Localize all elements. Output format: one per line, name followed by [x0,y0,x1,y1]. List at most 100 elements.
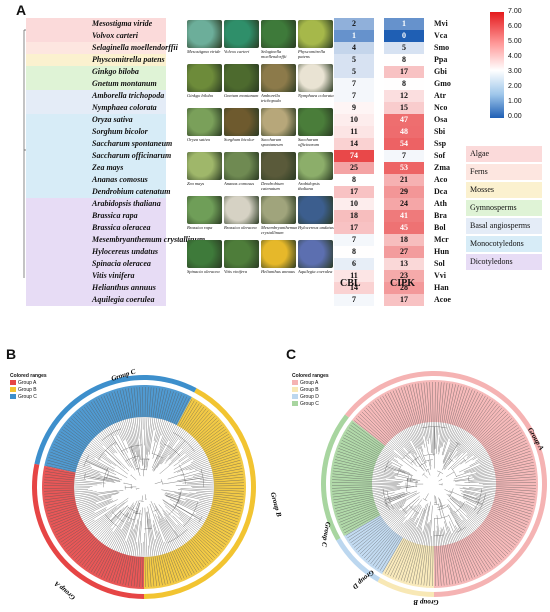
species-name: Dendrobium catenatum [92,187,171,196]
species-photo-caption: Sorghum bicolor [224,137,255,142]
heatmap-cell-cbl: 4 [334,42,374,54]
species-photo [187,152,222,180]
species-abbreviation: Vvi [434,271,446,280]
heatmap-cell-cipk: 17 [384,294,424,306]
species-abbreviation: Sol [434,259,445,268]
species-photo-caption: Nymphaea colorata [298,93,334,98]
group-arc-label: Group C [320,521,332,547]
species-photo [224,196,259,224]
group-arc-label: Group A [52,579,76,601]
species-photo-caption: Brassica rapa [187,225,213,230]
group-legend-item: Mosses [466,182,542,198]
species-photo-caption: Oryza sativa [187,137,210,142]
species-abbreviation: Mcr [434,235,449,244]
heatmap-cell-cipk: 12 [384,90,424,102]
heatmap-cell-cipk: 45 [384,222,424,234]
species-band [26,18,166,30]
species-name: Saccharum spontaneum [92,139,173,148]
heatmap-cell-cipk: 1 [384,18,424,30]
color-scale-tick: 6.00 [508,23,522,30]
heatmap-cell-cipk: 13 [384,258,424,270]
heatmap-cell-cbl: 7 [334,294,374,306]
species-photo-caption: Zea mays [187,181,205,186]
species-photo-caption: Selaginella moellendorffii [261,49,287,59]
heatmap-cell-cbl: 8 [334,246,374,258]
species-name: Spinacia oleracea [92,259,151,268]
colored-range-legend-item: Group A [10,380,36,387]
species-photo-caption: Aquilegia coerulea [298,269,333,274]
heatmap-cell-cbl: 9 [334,102,374,114]
species-name: Ginkgo biloba [92,67,139,76]
species-band [26,30,166,42]
cbl-column-header: CBL [340,278,361,289]
heatmap-cell-cbl: 8 [334,174,374,186]
heatmap-cell-cbl: 5 [334,54,374,66]
heatmap-cell-cipk: 29 [384,186,424,198]
species-band [26,54,166,66]
species-photo-caption: Mesostigma viride [187,49,221,54]
species-name: Mesostigma viride [92,19,153,28]
species-photo [298,152,333,180]
species-abbreviation: Osa [434,115,448,124]
panel-c-legend-title: Colored ranges [292,373,329,379]
heatmap-cell-cbl: 14 [334,138,374,150]
species-photo-caption: Spinacia oleracea [187,269,220,274]
heatmap-cell-cipk: 7 [384,150,424,162]
species-photo [298,240,333,268]
species-photo [261,64,296,92]
species-abbreviation: Ppa [434,55,448,64]
species-band [26,186,166,198]
group-legend-item: Dicotyledons [466,254,542,270]
species-abbreviation: Smo [434,43,450,52]
species-name: Selaginella moellendorffii [92,43,178,52]
color-scale-tick: 5.00 [508,38,522,45]
species-name: Vitis vinifera [92,271,135,280]
heatmap-cell-cipk: 8 [384,54,424,66]
heatmap-cell-cbl: 11 [334,270,374,282]
group-arc-label: Group B [413,598,438,606]
species-photo [224,108,259,136]
species-photo [187,20,222,48]
species-photo-caption: Mesembryanthemum crystallinum [261,225,297,235]
species-abbreviation: Acoe [434,295,451,304]
colored-range-legend-item: Group D [292,394,319,401]
species-band [26,294,166,306]
species-band [26,282,166,294]
species-name: Amborella trichopoda [92,91,165,100]
species-band [26,258,166,270]
heatmap-cell-cipk: 5 [384,42,424,54]
species-abbreviation: Gmo [434,79,451,88]
species-photo [298,196,333,224]
colored-range-legend-item: Group C [292,401,319,408]
species-abbreviation: Ath [434,199,447,208]
species-name: Oryza sativa [92,115,133,124]
species-photo [224,64,259,92]
heatmap-cell-cbl: 74 [334,150,374,162]
species-name: Volvox carteri [92,31,138,40]
heatmap-cell-cbl: 7 [334,234,374,246]
color-scale-bar [490,12,504,118]
species-name: Nymphaea colorata [92,103,157,112]
species-photo [298,108,333,136]
species-band [26,210,166,222]
species-abbreviation: Hun [434,247,450,256]
species-photo [187,64,222,92]
species-photo [224,152,259,180]
group-arc-label: Group B [269,491,283,518]
species-band [26,138,166,150]
species-photo-caption: Helianthus annuus [261,269,295,274]
species-photo [261,108,296,136]
species-photo-caption: Gnetum montanum [224,93,259,98]
heatmap-cell-cipk: 48 [384,126,424,138]
group-legend-item: Algae [466,146,542,162]
species-photo-caption: Ananas comosus [224,181,255,186]
species-name: Saccharum officinarum [92,151,172,160]
species-abbreviation: Sof [434,151,446,160]
species-photo-caption: Volvox carteri [224,49,250,54]
heatmap-cell-cipk: 24 [384,198,424,210]
color-scale-tick: 7.00 [508,8,522,15]
species-band [26,174,166,186]
species-name: Arabidopsis thaliana [92,199,161,208]
heatmap-cell-cbl: 17 [334,186,374,198]
